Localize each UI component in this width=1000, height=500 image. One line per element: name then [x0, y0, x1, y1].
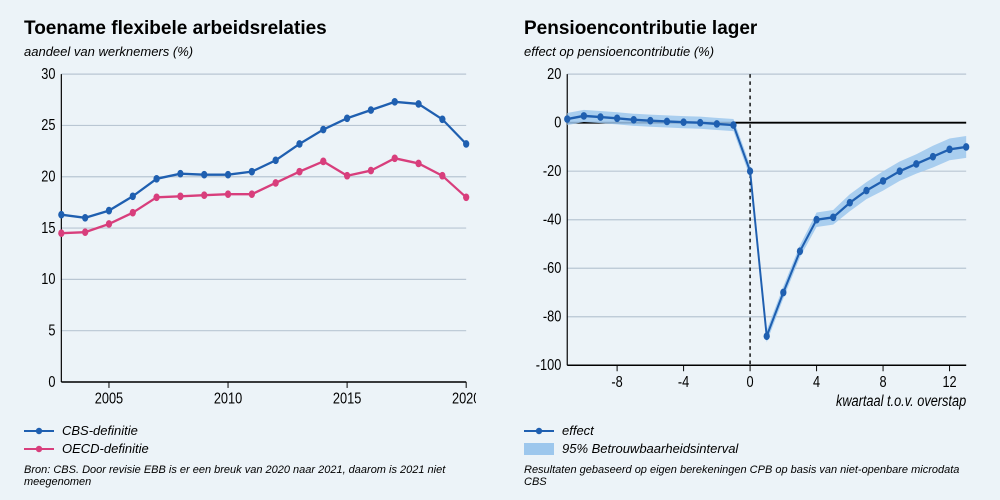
left-plot: 0 5 10 15 20 25 30 2005 2010 2015 2020 [24, 67, 476, 413]
legend-swatch-area [524, 443, 554, 455]
legend-swatch-line [524, 425, 554, 437]
legend-item: effect [524, 423, 976, 438]
svg-text:2015: 2015 [333, 390, 361, 407]
svg-text:-40: -40 [543, 211, 562, 228]
svg-text:0: 0 [554, 114, 561, 131]
left-legend: CBS-definitie OECD-definitie [24, 423, 476, 456]
left-title: Toename flexibele arbeidsrelaties [24, 18, 476, 40]
right-subtitle: effect op pensioencontributie (%) [524, 44, 976, 59]
right-footnote: Resultaten gebaseerd op eigen berekening… [524, 464, 976, 488]
legend-item: OECD-definitie [24, 441, 476, 456]
legend-label: effect [562, 423, 594, 438]
svg-text:25: 25 [41, 117, 55, 134]
left-panel: Toename flexibele arbeidsrelaties aandee… [0, 0, 500, 500]
svg-text:-100: -100 [536, 357, 562, 374]
svg-text:-8: -8 [611, 374, 622, 391]
svg-text:-4: -4 [678, 374, 689, 391]
svg-text:2005: 2005 [95, 390, 123, 407]
right-title: Pensioencontributie lager [524, 18, 976, 40]
svg-text:0: 0 [48, 374, 55, 391]
legend-label: 95% Betrouwbaarheidsinterval [562, 441, 738, 456]
svg-text:20: 20 [547, 67, 561, 83]
svg-text:2020: 2020 [452, 390, 476, 407]
svg-text:-80: -80 [543, 308, 562, 325]
legend-item: CBS-definitie [24, 423, 476, 438]
svg-text:-20: -20 [543, 163, 562, 180]
svg-text:4: 4 [813, 374, 820, 391]
right-legend: effect 95% Betrouwbaarheidsinterval [524, 423, 976, 456]
right-plot: -100-80-60-40-20020-8-404812kwartaal t.o… [524, 67, 976, 413]
svg-text:20: 20 [41, 168, 55, 185]
svg-text:8: 8 [880, 374, 887, 391]
svg-text:12: 12 [942, 374, 956, 391]
svg-text:-60: -60 [543, 260, 562, 277]
legend-swatch-line [24, 425, 54, 437]
legend-swatch-line [24, 443, 54, 455]
svg-text:5: 5 [48, 322, 55, 339]
legend-label: OECD-definitie [62, 441, 149, 456]
left-footnote: Bron: CBS. Door revisie EBB is er een br… [24, 464, 476, 488]
svg-text:kwartaal t.o.v. overstap: kwartaal t.o.v. overstap [836, 393, 966, 410]
legend-label: CBS-definitie [62, 423, 138, 438]
left-subtitle: aandeel van werknemers (%) [24, 44, 476, 59]
legend-item: 95% Betrouwbaarheidsinterval [524, 441, 976, 456]
svg-text:15: 15 [41, 220, 55, 237]
svg-text:30: 30 [41, 67, 55, 83]
svg-text:0: 0 [747, 374, 754, 391]
svg-text:10: 10 [41, 271, 55, 288]
svg-text:2010: 2010 [214, 390, 242, 407]
right-panel: Pensioencontributie lager effect op pens… [500, 0, 1000, 500]
